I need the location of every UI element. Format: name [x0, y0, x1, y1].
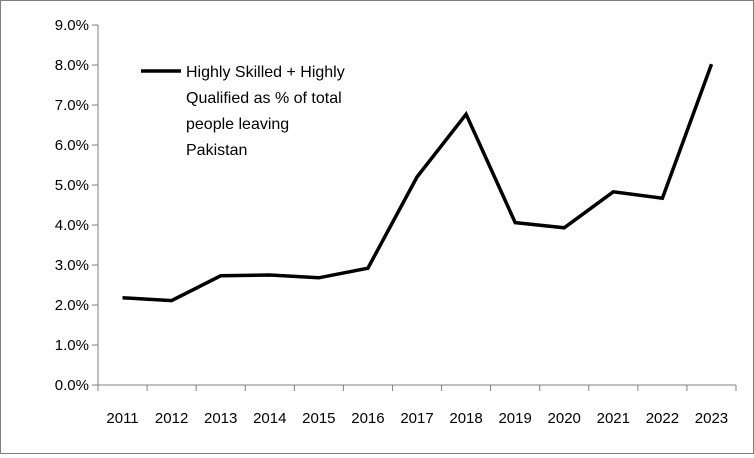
legend-label-line-1: Highly Skilled + Highly [186, 64, 345, 81]
x-tick-label: 2016 [351, 410, 384, 427]
x-tick-label: 2012 [155, 410, 188, 427]
x-tick-label: 2013 [204, 410, 237, 427]
y-tick-label: 0.0% [55, 377, 89, 394]
x-tick-label: 2014 [253, 410, 286, 427]
y-tick-label: 7.0% [55, 97, 89, 114]
x-axis-ticks: 2011 2012 2013 2014 2015 2016 2017 2018 2019 2020… [97, 385, 737, 427]
x-tick-label: 2020 [548, 410, 581, 427]
y-axis-ticks: 0.0% 1.0% 2.0% 3.0% 4.0% 5.0% 6.0% 7.0% 8.0% 9.0% [55, 17, 98, 394]
y-tick-label: 3.0% [55, 257, 89, 274]
y-tick-label: 8.0% [55, 57, 89, 74]
y-tick-label: 4.0% [55, 217, 89, 234]
x-tick-label: 2021 [597, 410, 630, 427]
y-tick-label: 2.0% [55, 297, 89, 314]
legend-label-line-2: Qualified as % of total [186, 90, 342, 107]
x-tick-label: 2018 [449, 410, 482, 427]
x-tick-label: 2011 [106, 410, 138, 427]
legend: Highly Skilled + Highly Qualified as % o… [141, 64, 345, 159]
legend-label-line-3: people leaving [186, 116, 289, 133]
y-tick-label: 9.0% [55, 17, 89, 34]
x-tick-label: 2022 [646, 410, 679, 427]
x-tick-label: 2017 [400, 410, 433, 427]
y-tick-label: 6.0% [55, 137, 89, 154]
series-line [122, 63, 714, 303]
x-tick-label: 2023 [695, 410, 728, 427]
legend-label-line-4: Pakistan [186, 142, 247, 159]
y-tick-label: 5.0% [55, 177, 89, 194]
y-tick-label: 1.0% [55, 337, 89, 354]
x-tick-label: 2019 [498, 410, 531, 427]
x-tick-label: 2015 [302, 410, 335, 427]
